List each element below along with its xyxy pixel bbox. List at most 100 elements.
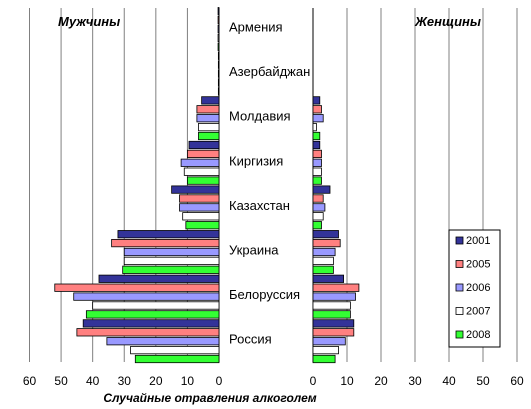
women-panel-title: Женщины — [414, 14, 481, 29]
legend-label-2001: 2001 — [466, 235, 490, 247]
women-bar-2008 — [312, 221, 322, 230]
men-bar-2005 — [54, 283, 220, 292]
right-x-tick-label: 30 — [408, 374, 422, 388]
women-bar-2006 — [312, 203, 326, 212]
left-x-tick-label: 0 — [216, 374, 223, 388]
men-bar-2007 — [217, 33, 220, 43]
men-bar-2007 — [92, 301, 220, 310]
men-bar-2006 — [180, 158, 220, 167]
women-bar-2001 — [312, 140, 321, 150]
men-bar-2006 — [106, 337, 220, 346]
women-bar-2005 — [312, 149, 322, 158]
tick-labels: 60 50 40 30 20 10 0 0 10 20 30 40 50 60 — [23, 374, 524, 388]
women-bar-2006 — [312, 114, 324, 123]
legend-swatch-2007 — [455, 307, 464, 315]
legend: 2001 2005 2006 2007 2008 — [448, 229, 501, 348]
men-bar-2008 — [187, 176, 220, 185]
category-label: Армения — [229, 20, 283, 35]
women-bar-2006 — [312, 247, 336, 257]
men-bar-2006 — [73, 292, 220, 301]
men-bar-2008 — [122, 265, 220, 274]
category-label: Азербайджан — [229, 64, 310, 79]
men-bar-2008 — [185, 221, 220, 230]
men-bar-2001 — [201, 96, 220, 105]
right-x-tick-label: 50 — [476, 374, 490, 388]
women-bar-2008 — [312, 131, 321, 141]
legend-swatch-2008 — [455, 330, 464, 339]
men-bar-2005 — [111, 238, 220, 248]
right-x-tick-label: 0 — [310, 374, 317, 388]
women-bar-2007 — [312, 301, 351, 310]
category-labels: Армения Азербайджан Молдавия Киргизия Казахс… — [229, 20, 310, 347]
men-bar-2008 — [85, 310, 220, 319]
men-bar-2005 — [76, 328, 220, 337]
men-bar-2001 — [217, 51, 220, 60]
men-bar-2001 — [188, 140, 220, 150]
women-bar-2005 — [312, 283, 360, 292]
men-bar-2001 — [171, 185, 220, 194]
men-bar-2005 — [217, 60, 220, 69]
category-label: Украина — [229, 243, 279, 258]
men-bar-2008 — [217, 87, 220, 96]
men-bar-2005 — [187, 149, 220, 158]
category-label: Белоруссия — [229, 287, 300, 302]
men-bar-2007 — [130, 345, 220, 355]
women-bar-2005 — [312, 194, 324, 203]
right-x-tick-label: 20 — [374, 374, 388, 388]
left-x-tick-label: 50 — [54, 374, 68, 388]
left-x-tick-label: 30 — [118, 374, 132, 388]
men-bar-2006 — [217, 24, 220, 34]
men-bar-2007 — [183, 167, 220, 176]
women-bar-2006 — [312, 337, 346, 346]
women-bar-2001 — [312, 96, 321, 105]
men-bar-2006 — [123, 247, 220, 257]
men-bar-2005 — [217, 15, 220, 25]
legend-swatch-2005 — [455, 260, 464, 268]
women-bar-2007 — [312, 123, 317, 132]
category-label: Молдавия — [229, 109, 291, 124]
women-bar-2008 — [312, 310, 351, 319]
women-bar-2001 — [312, 319, 355, 328]
men-bar-2001 — [117, 230, 220, 239]
legend-swatch-2001 — [455, 236, 464, 245]
left-x-tick-label: 40 — [86, 374, 100, 388]
women-bar-2007 — [312, 256, 334, 266]
women-bar-2006 — [312, 292, 356, 301]
men-bar-2008 — [134, 354, 220, 364]
women-bar-2005 — [312, 328, 355, 337]
women-bar-2001 — [312, 185, 331, 194]
legend-label-2005: 2005 — [466, 259, 490, 271]
men-bar-2007 — [217, 78, 220, 87]
women-bar-2005 — [312, 238, 341, 248]
right-x-tick-label: 60 — [510, 374, 524, 388]
left-x-tick-label: 20 — [149, 374, 163, 388]
left-x-tick-label: 10 — [181, 374, 195, 388]
legend-label-2008: 2008 — [466, 329, 490, 341]
men-bar-2008 — [198, 131, 220, 141]
women-bar-2007 — [312, 345, 339, 355]
men-bar-2006 — [217, 69, 220, 78]
men-bar-2001 — [98, 274, 220, 283]
women-bar-2007 — [312, 212, 324, 221]
men-bar-2006 — [196, 114, 220, 123]
category-label: Киргизия — [229, 153, 283, 168]
right-x-tick-label: 40 — [442, 374, 456, 388]
x-axis-title: Случайные отравления алкоголем — [103, 391, 316, 405]
bars — [54, 7, 360, 364]
category-label: Россия — [229, 332, 272, 347]
left-x-tick-label: 60 — [23, 374, 37, 388]
men-bar-2005 — [179, 194, 220, 203]
men-bar-2007 — [123, 256, 220, 266]
men-bar-2001 — [217, 7, 220, 16]
men-bar-2007 — [198, 123, 220, 132]
right-x-tick-label: 10 — [340, 374, 354, 388]
women-bar-2008 — [312, 354, 336, 364]
men-bar-2007 — [182, 212, 220, 221]
women-bar-2008 — [312, 176, 322, 185]
legend-swatch-2006 — [455, 283, 464, 292]
women-bar-2007 — [312, 167, 322, 176]
men-bar-2008 — [217, 42, 220, 51]
legend-label-2007: 2007 — [466, 306, 490, 318]
women-bar-2001 — [312, 274, 345, 283]
legend-label-2006: 2006 — [466, 282, 490, 294]
